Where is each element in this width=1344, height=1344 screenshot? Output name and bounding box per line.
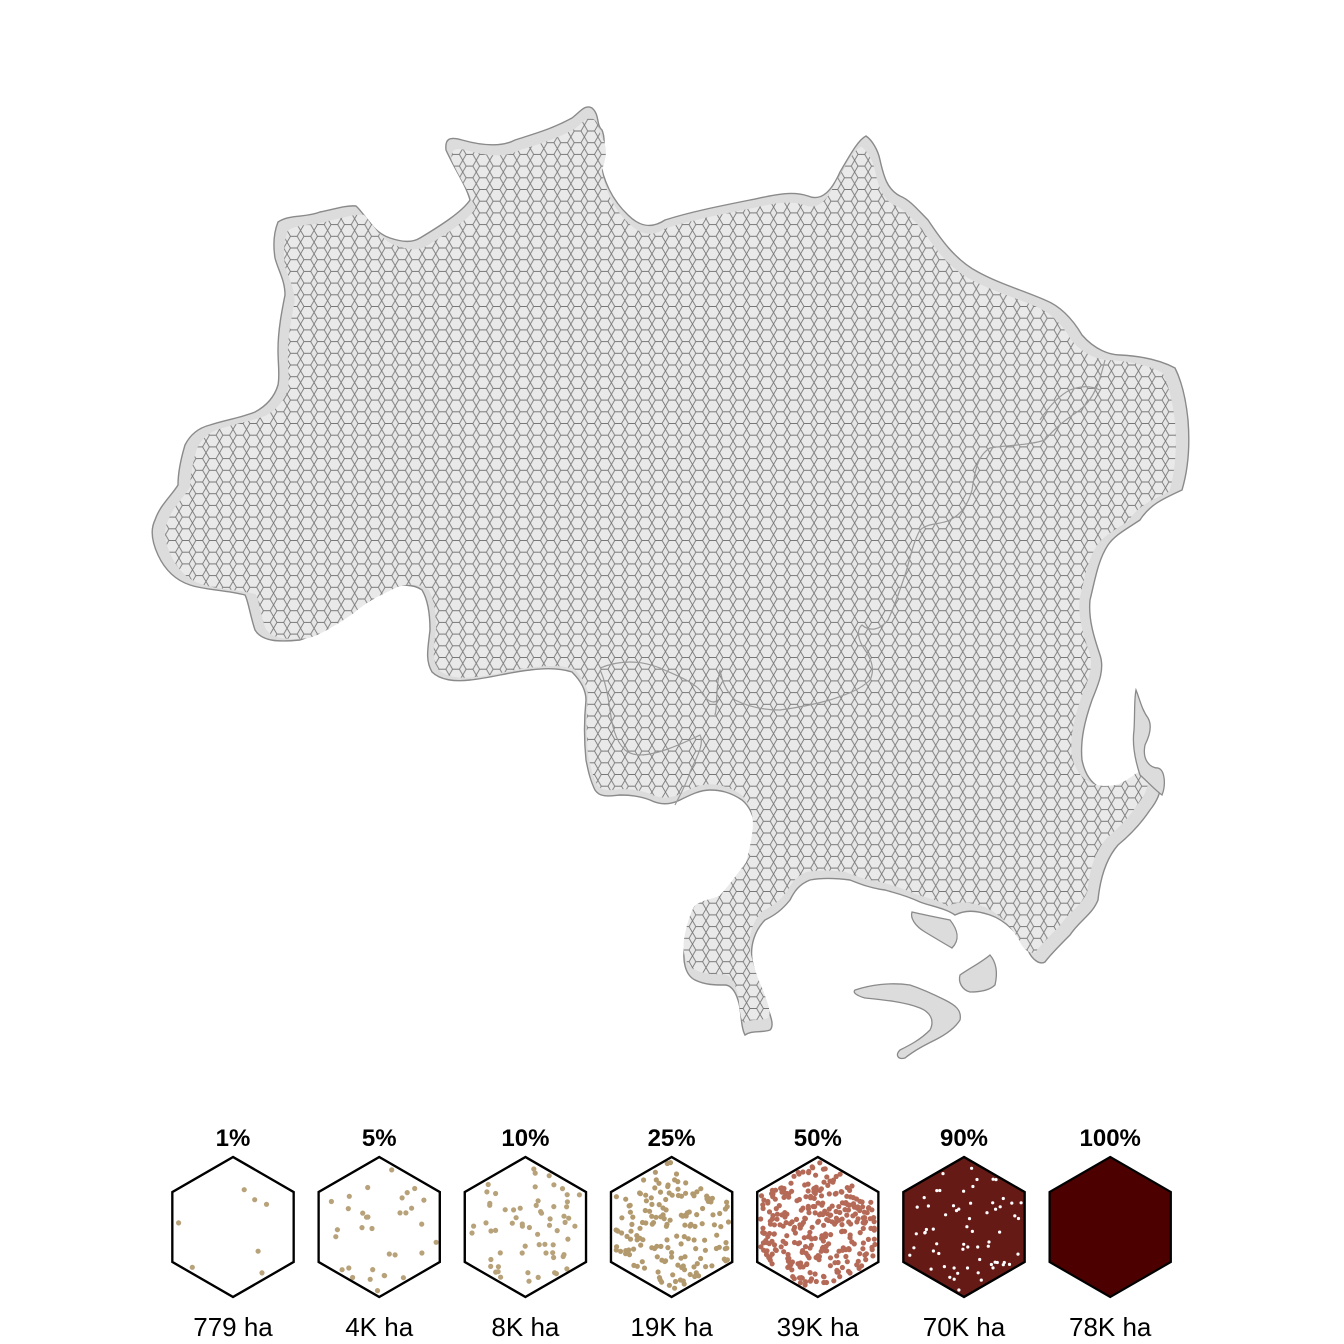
legend-item: 25% 19K ha bbox=[609, 1125, 734, 1342]
legend-percent-label: 100% bbox=[1080, 1125, 1141, 1152]
legend-area-label: 779 ha bbox=[193, 1312, 273, 1342]
map-hex-grid bbox=[165, 118, 1176, 1024]
legend-coverage-dots bbox=[908, 1166, 1023, 1292]
legend-area-label: 19K ha bbox=[630, 1312, 713, 1342]
legend-item: 5% 4K ha bbox=[317, 1125, 441, 1342]
legend-hexagon-outline bbox=[756, 1155, 880, 1299]
legend-percent-label: 1% bbox=[216, 1125, 251, 1152]
map-river-channel bbox=[1039, 386, 1101, 421]
map-island-fragment bbox=[853, 983, 961, 1060]
legend-hexagon bbox=[317, 1155, 441, 1299]
legend-area-label: 78K ha bbox=[1069, 1312, 1152, 1342]
legend-item: 50% 39K ha bbox=[756, 1125, 880, 1342]
legend-area-label: 8K ha bbox=[491, 1312, 559, 1342]
map-island-fragment bbox=[958, 954, 997, 993]
legend-coverage-dots bbox=[328, 1167, 439, 1294]
legend-hexagon bbox=[171, 1155, 295, 1299]
legend-hexagon bbox=[463, 1155, 588, 1299]
legend-item: 100% 78K ha bbox=[1048, 1125, 1172, 1342]
legend-hexagon-outline bbox=[609, 1155, 734, 1299]
map-island-fragment bbox=[910, 911, 958, 949]
map-river-channel bbox=[599, 669, 702, 806]
legend-hexagon-outline bbox=[317, 1155, 441, 1299]
legend-hexagon bbox=[1048, 1155, 1172, 1299]
map-island-fragment bbox=[1132, 687, 1165, 797]
legend-item: 10% 8K ha bbox=[463, 1125, 588, 1342]
legend-hexagon-outline bbox=[171, 1155, 295, 1299]
legend-item: 1% 779 ha bbox=[171, 1125, 295, 1342]
legend-coverage-dots bbox=[176, 1187, 270, 1276]
region-map bbox=[151, 106, 1190, 1060]
legend-percent-label: 50% bbox=[794, 1125, 842, 1152]
map-river-channel bbox=[714, 359, 1106, 716]
legend-area-label: 4K ha bbox=[345, 1312, 413, 1342]
legend-hexagon bbox=[902, 1155, 1026, 1299]
legend-area-label: 39K ha bbox=[777, 1312, 860, 1342]
legend-coverage-dots bbox=[613, 1160, 732, 1291]
legend-percent-label: 90% bbox=[940, 1125, 988, 1152]
legend-hexagon-outline bbox=[902, 1155, 1026, 1299]
legend-percent-label: 25% bbox=[648, 1125, 696, 1152]
legend-coverage-dots bbox=[469, 1166, 583, 1284]
map-river-channel bbox=[599, 661, 719, 703]
legend-area-label: 70K ha bbox=[923, 1312, 1006, 1342]
legend-percent-label: 5% bbox=[362, 1125, 397, 1152]
legend-percent-label: 10% bbox=[501, 1125, 549, 1152]
legend-coverage-dots bbox=[758, 1160, 878, 1288]
legend-hexagon-outline bbox=[463, 1155, 588, 1299]
legend: 1% 779 ha 5% 4K ha 10% 8K ha 25% 19K ha 50% 39K h… bbox=[171, 1125, 1172, 1342]
legend-item: 90% 70K ha bbox=[902, 1125, 1026, 1342]
